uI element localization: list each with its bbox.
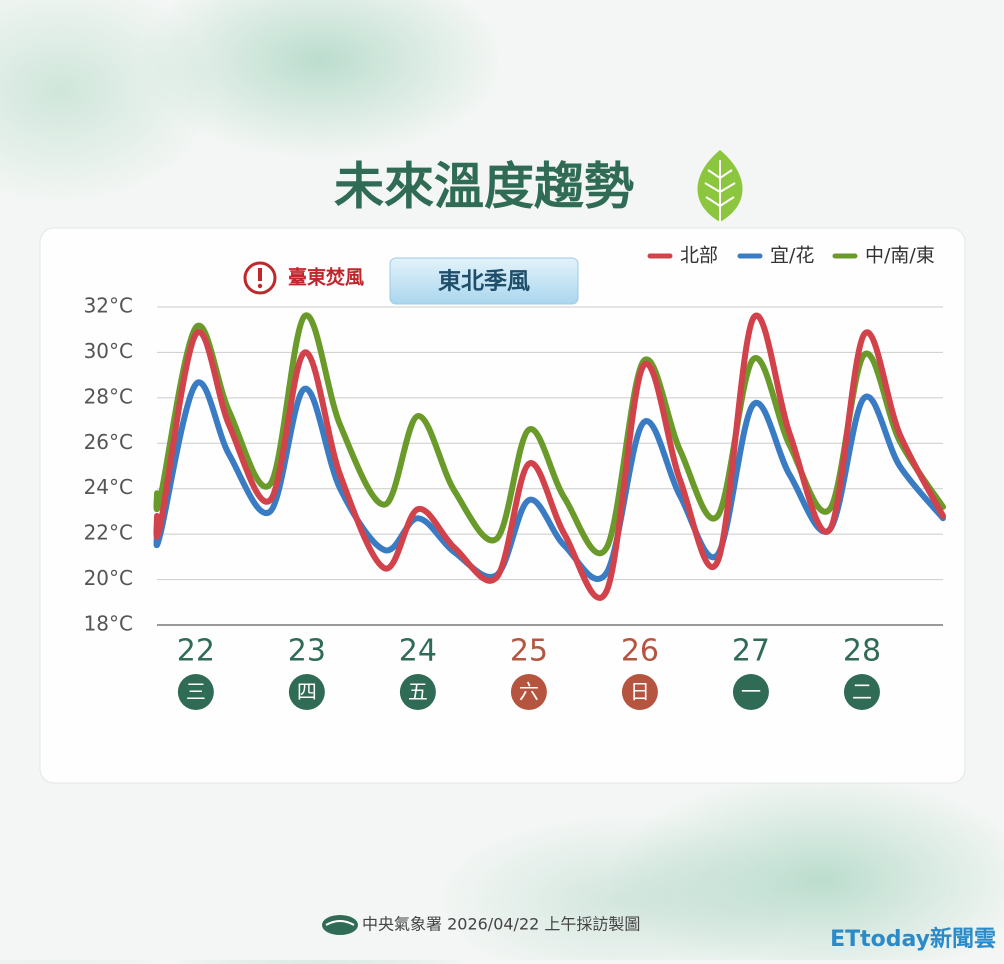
y-tick-label: 26°C — [84, 430, 133, 454]
x-tick-label: 23 — [288, 634, 326, 669]
x-tick-label: 25 — [510, 634, 548, 669]
source: 中央氣象署 2026/04/22 上午採訪製圖 — [362, 915, 640, 934]
watermark: ETtoday新聞雲 — [830, 926, 996, 952]
x-tick-label: 22 — [177, 634, 215, 669]
weekday-label: 五 — [408, 680, 428, 704]
x-tick-label: 26 — [621, 634, 659, 669]
x-tick-label: 24 — [399, 634, 437, 669]
x-tick-label: 27 — [732, 634, 770, 669]
chart-title: 未來溫度趨勢 — [334, 158, 634, 216]
weekday-badge — [399, 674, 436, 710]
weekday-badge — [510, 674, 547, 710]
weekday-label: 三 — [186, 680, 206, 704]
y-tick-label: 20°C — [84, 566, 133, 590]
y-tick-label: 24°C — [84, 475, 133, 499]
source-icon — [322, 915, 358, 935]
weekday-badge — [288, 674, 325, 710]
weekday-label: 六 — [519, 680, 539, 704]
weekday-badge — [177, 674, 214, 710]
y-tick-label: 22°C — [84, 521, 133, 545]
y-tick-label: 32°C — [84, 294, 133, 318]
weekday-badge — [843, 674, 880, 710]
weekday-label: 日 — [630, 680, 650, 704]
weekday-badge — [732, 674, 769, 710]
annotation-box — [389, 257, 579, 305]
y-tick-label: 18°C — [84, 612, 133, 636]
annotation: 東北季風 — [438, 269, 530, 295]
weekday-label: 二 — [852, 680, 872, 704]
line — [153, 312, 946, 601]
legend-label: 宜/花 — [770, 245, 814, 267]
y-tick-label: 30°C — [84, 339, 133, 363]
legend-label: 北部 — [680, 245, 718, 267]
warning-icon — [243, 261, 277, 295]
x-tick-label: 28 — [843, 634, 881, 669]
weekday-label: 四 — [297, 680, 317, 704]
leaf-icon — [697, 150, 743, 222]
y-tick-label: 28°C — [84, 384, 133, 408]
line — [153, 379, 946, 582]
weekday-badge — [621, 674, 658, 710]
annotation: 臺東焚風 — [288, 266, 364, 289]
weekday-label: 一 — [741, 680, 761, 704]
panel — [39, 227, 966, 784]
legend-label: 中/南/東 — [865, 245, 935, 267]
